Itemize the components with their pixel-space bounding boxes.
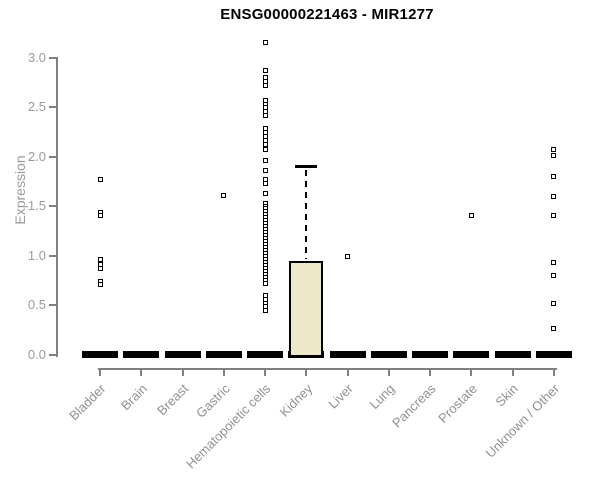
- y-tick: [49, 254, 56, 257]
- y-tick-label: 3.0: [27, 49, 46, 65]
- data-point: [97, 281, 103, 287]
- chart-title: ENSG00000221463 - MIR1277: [220, 6, 434, 23]
- median-bar: [494, 351, 531, 358]
- data-point: [345, 253, 351, 259]
- x-tick: [181, 368, 184, 376]
- x-axis-label: Pancreas: [389, 381, 439, 431]
- whisker-cap: [295, 165, 318, 169]
- y-tick-label: 0.5: [27, 297, 46, 312]
- median-bar: [247, 351, 284, 358]
- data-point: [97, 176, 103, 182]
- x-axis-line: [98, 368, 557, 370]
- data-point: [551, 213, 557, 219]
- data-point: [262, 167, 268, 173]
- x-tick: [346, 368, 349, 376]
- x-tick: [429, 368, 432, 376]
- x-axis-label: Breast: [153, 381, 192, 419]
- x-axis-label: Bladder: [66, 381, 109, 424]
- x-axis-label: Gastric: [192, 381, 233, 421]
- whisker: [305, 170, 308, 260]
- x-tick: [552, 368, 555, 376]
- median-bar: [412, 351, 449, 358]
- x-axis-label: Liver: [325, 381, 357, 412]
- x-tick: [140, 368, 143, 376]
- y-tick-label: 1.5: [27, 198, 46, 213]
- median-bar: [164, 351, 201, 358]
- data-point: [262, 40, 268, 46]
- x-tick: [99, 368, 101, 376]
- data-point: [551, 326, 557, 332]
- median-bar: [123, 351, 160, 358]
- data-point: [551, 272, 557, 278]
- data-point: [551, 153, 557, 158]
- data-point: [468, 213, 474, 219]
- median-bar: [535, 351, 572, 358]
- y-tick: [49, 353, 56, 356]
- x-axis-label: Prostate: [435, 381, 481, 426]
- data-point: [262, 308, 268, 314]
- y-tick: [49, 155, 56, 158]
- y-axis-line: [56, 56, 58, 357]
- data-point: [551, 193, 557, 199]
- data-point: [551, 147, 557, 153]
- data-point: [262, 280, 268, 286]
- y-tick-label: 1.0: [27, 247, 46, 263]
- y-tick-label: 2.5: [27, 99, 46, 114]
- median-bar: [453, 351, 490, 358]
- x-axis-label: Unknown / Other: [482, 381, 563, 461]
- data-point: [551, 300, 557, 306]
- x-axis-label: Kidney: [276, 381, 315, 420]
- data-point: [97, 265, 103, 271]
- x-tick: [264, 368, 267, 376]
- data-point: [97, 256, 103, 262]
- median-bar: [329, 351, 366, 358]
- x-tick: [222, 368, 225, 376]
- y-tick: [49, 56, 56, 59]
- y-tick-label: 0.0: [27, 346, 46, 362]
- data-point: [262, 142, 268, 148]
- y-axis-title: Expression: [12, 155, 28, 225]
- y-tick: [49, 205, 56, 207]
- data-point: [97, 213, 103, 219]
- data-point: [262, 113, 268, 119]
- data-point: [262, 147, 268, 153]
- y-tick: [49, 106, 56, 108]
- x-axis-label: Lung: [366, 381, 398, 413]
- data-point: [262, 82, 268, 88]
- data-point: [551, 259, 557, 265]
- median-bar: [205, 351, 242, 358]
- median-bar: [82, 351, 118, 358]
- data-point: [551, 173, 557, 179]
- data-point: [221, 192, 227, 198]
- x-tick: [387, 368, 390, 376]
- data-point: [262, 157, 268, 163]
- y-tick: [49, 304, 56, 306]
- x-axis-label: Brain: [117, 381, 150, 414]
- data-point: [262, 67, 268, 73]
- x-tick: [511, 368, 514, 376]
- x-axis-label: Skin: [492, 381, 522, 410]
- data-point: [262, 190, 268, 196]
- x-tick: [470, 368, 473, 376]
- y-tick-label: 2.0: [27, 148, 46, 164]
- box: [289, 261, 324, 358]
- x-tick: [305, 368, 308, 376]
- data-point: [262, 180, 268, 186]
- median-bar: [370, 351, 407, 358]
